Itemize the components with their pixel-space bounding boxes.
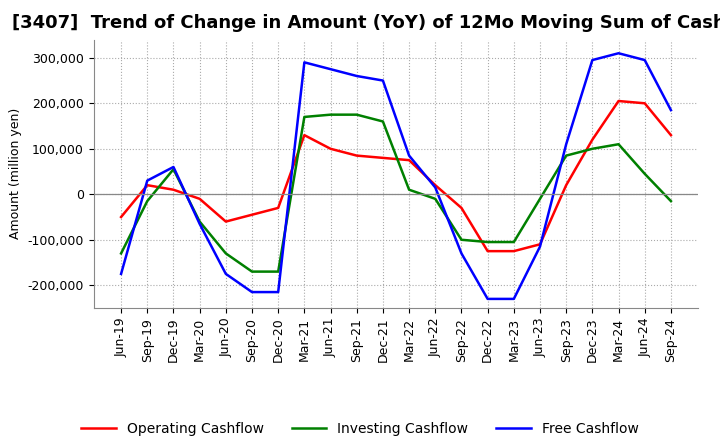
- Operating Cashflow: [483, 249, 492, 254]
- Investing Cashflow: [379, 119, 387, 124]
- Operating Cashflow: [614, 99, 623, 104]
- Operating Cashflow: [222, 219, 230, 224]
- Operating Cashflow: [379, 155, 387, 161]
- Free Cashflow: [326, 66, 335, 72]
- Free Cashflow: [614, 51, 623, 56]
- Free Cashflow: [117, 271, 125, 276]
- Investing Cashflow: [274, 269, 282, 274]
- Investing Cashflow: [536, 196, 544, 202]
- Operating Cashflow: [300, 132, 309, 138]
- Investing Cashflow: [640, 171, 649, 176]
- Investing Cashflow: [169, 167, 178, 172]
- Investing Cashflow: [588, 146, 597, 151]
- Free Cashflow: [536, 244, 544, 249]
- Free Cashflow: [431, 185, 440, 190]
- Operating Cashflow: [248, 212, 256, 217]
- Investing Cashflow: [326, 112, 335, 117]
- Investing Cashflow: [667, 198, 675, 204]
- Line: Free Cashflow: Free Cashflow: [121, 53, 671, 299]
- Operating Cashflow: [352, 153, 361, 158]
- Title: [3407]  Trend of Change in Amount (YoY) of 12Mo Moving Sum of Cashflows: [3407] Trend of Change in Amount (YoY) o…: [12, 15, 720, 33]
- Investing Cashflow: [510, 239, 518, 245]
- Free Cashflow: [300, 60, 309, 65]
- Investing Cashflow: [562, 153, 570, 158]
- Free Cashflow: [143, 178, 152, 183]
- Y-axis label: Amount (million yen): Amount (million yen): [9, 108, 22, 239]
- Operating Cashflow: [117, 214, 125, 220]
- Operating Cashflow: [536, 242, 544, 247]
- Free Cashflow: [562, 142, 570, 147]
- Operating Cashflow: [588, 137, 597, 142]
- Operating Cashflow: [326, 146, 335, 151]
- Free Cashflow: [169, 164, 178, 169]
- Free Cashflow: [195, 221, 204, 227]
- Free Cashflow: [274, 290, 282, 295]
- Operating Cashflow: [405, 158, 413, 163]
- Free Cashflow: [379, 78, 387, 83]
- Free Cashflow: [588, 58, 597, 63]
- Investing Cashflow: [117, 251, 125, 256]
- Free Cashflow: [248, 290, 256, 295]
- Investing Cashflow: [300, 114, 309, 120]
- Operating Cashflow: [431, 183, 440, 188]
- Investing Cashflow: [195, 219, 204, 224]
- Operating Cashflow: [510, 249, 518, 254]
- Free Cashflow: [510, 296, 518, 301]
- Free Cashflow: [667, 107, 675, 113]
- Investing Cashflow: [143, 198, 152, 204]
- Free Cashflow: [640, 58, 649, 63]
- Investing Cashflow: [614, 142, 623, 147]
- Investing Cashflow: [352, 112, 361, 117]
- Operating Cashflow: [640, 101, 649, 106]
- Operating Cashflow: [457, 205, 466, 211]
- Investing Cashflow: [431, 196, 440, 202]
- Operating Cashflow: [562, 183, 570, 188]
- Line: Operating Cashflow: Operating Cashflow: [121, 101, 671, 251]
- Investing Cashflow: [405, 187, 413, 192]
- Operating Cashflow: [195, 196, 204, 202]
- Free Cashflow: [222, 271, 230, 276]
- Free Cashflow: [352, 73, 361, 79]
- Legend: Operating Cashflow, Investing Cashflow, Free Cashflow: Operating Cashflow, Investing Cashflow, …: [76, 417, 644, 440]
- Investing Cashflow: [248, 269, 256, 274]
- Free Cashflow: [405, 153, 413, 158]
- Line: Investing Cashflow: Investing Cashflow: [121, 115, 671, 271]
- Free Cashflow: [457, 251, 466, 256]
- Investing Cashflow: [483, 239, 492, 245]
- Investing Cashflow: [457, 237, 466, 242]
- Investing Cashflow: [222, 251, 230, 256]
- Operating Cashflow: [169, 187, 178, 192]
- Operating Cashflow: [143, 183, 152, 188]
- Operating Cashflow: [274, 205, 282, 211]
- Operating Cashflow: [667, 132, 675, 138]
- Free Cashflow: [483, 296, 492, 301]
